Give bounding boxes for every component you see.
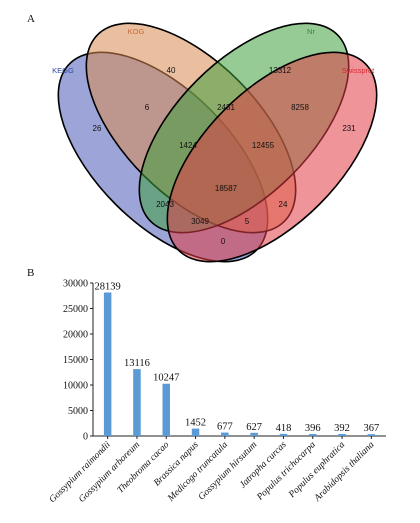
venn-count-all-four: 18587	[215, 184, 238, 193]
bar	[250, 432, 258, 436]
venn-label-swissprot: Swissprot	[342, 66, 375, 75]
venn-count-kegg-swissprot: 0	[221, 237, 226, 246]
venn-count-kog-swissprot: 24	[279, 200, 288, 209]
bar	[133, 369, 141, 436]
bar	[191, 428, 200, 436]
bar-value-label: 1452	[185, 418, 206, 429]
venn-count-swissprot-only: 231	[342, 124, 356, 133]
bar	[309, 433, 317, 436]
panel-b-label: B	[27, 267, 34, 279]
venn-count-kog-nr: 2431	[217, 103, 235, 112]
bar	[279, 433, 288, 436]
y-tick-label: 30000	[63, 279, 88, 290]
venn-count-kegg-kog-swissprot: 5	[245, 217, 250, 226]
venn-label-kegg: KEGG	[52, 66, 74, 75]
venn-count-kegg-nr: 2043	[156, 200, 174, 209]
bar	[338, 434, 346, 436]
y-tick-label: 5000	[68, 406, 88, 417]
bar	[367, 434, 376, 436]
bar-value-label: 677	[217, 422, 233, 433]
panel-a-label: A	[27, 13, 35, 25]
venn-count-nr-swissprot: 8258	[291, 103, 309, 112]
bar-value-label: 392	[334, 423, 350, 434]
y-tick-label: 10000	[63, 381, 88, 392]
bar-value-label: 10247	[153, 373, 179, 384]
x-tick-label: Theobroma cacao	[116, 440, 172, 496]
y-tick-label: 15000	[63, 355, 88, 366]
bar	[221, 432, 229, 436]
bar-value-label: 13116	[124, 358, 150, 369]
bar	[103, 292, 112, 436]
venn-count-kegg-only: 26	[93, 124, 102, 133]
bar-value-label: 627	[246, 422, 262, 433]
venn-count-kegg-kog: 6	[145, 103, 150, 112]
bar-value-label: 418	[276, 423, 292, 434]
venn-set-swissprot	[166, 51, 378, 263]
venn-count-kog-nr-swissprot: 12455	[252, 141, 275, 150]
y-tick-label: 20000	[63, 330, 88, 341]
venn-label-kog: KOG	[128, 27, 145, 36]
venn-count-kegg-kog-nr: 1424	[179, 141, 197, 150]
y-tick-label: 25000	[63, 304, 88, 315]
venn-diagram: KEGG KOG Nr Swissprot 40 13312 26 231 6 …	[52, 22, 378, 263]
y-tick-label: 0	[83, 432, 88, 443]
venn-count-kog-only: 40	[167, 66, 176, 75]
bar-value-label: 367	[363, 423, 379, 434]
bar	[162, 383, 170, 436]
venn-count-kegg-nr-swissprot: 3049	[191, 217, 209, 226]
venn-label-nr: Nr	[307, 27, 315, 36]
bar-value-label: 396	[305, 423, 321, 434]
venn-count-nr-only: 13312	[269, 66, 292, 75]
bar-value-label: 28139	[95, 281, 121, 292]
